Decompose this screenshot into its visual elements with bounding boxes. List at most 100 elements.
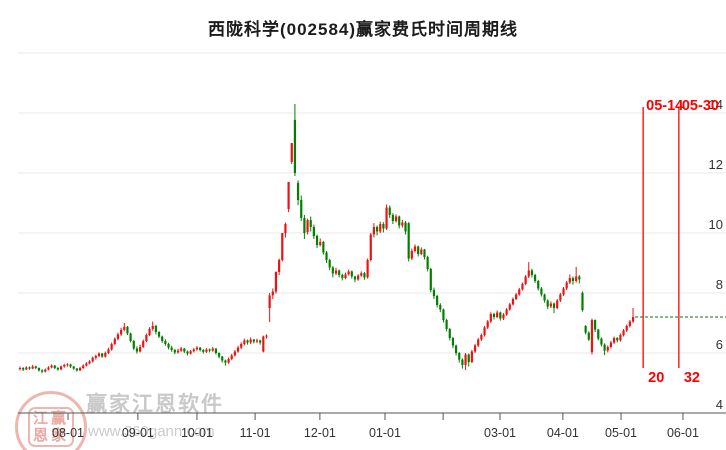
candle-body	[511, 299, 515, 305]
candle-body	[259, 340, 262, 343]
candle-body	[372, 227, 376, 235]
candle-body	[192, 349, 195, 352]
candle-body	[180, 348, 183, 351]
candle-body	[537, 281, 540, 289]
candle-body	[154, 326, 157, 332]
candle-body	[448, 329, 451, 338]
candle-body	[584, 326, 587, 333]
candle-body	[442, 309, 445, 320]
candle-body	[581, 293, 584, 311]
candle-body	[369, 234, 372, 260]
candle-body	[524, 276, 527, 284]
y-axis-label: 6	[716, 337, 723, 352]
candle-body	[590, 320, 594, 353]
candle-body	[69, 364, 72, 367]
candle-body	[530, 270, 534, 275]
candle-body	[575, 276, 578, 281]
candle-body	[306, 220, 309, 233]
candle-body	[129, 333, 132, 341]
candle-body	[233, 351, 236, 356]
candle-body	[243, 340, 246, 344]
candle-body	[142, 341, 145, 347]
candle-body	[328, 260, 331, 268]
candle-body	[508, 304, 511, 310]
candle-body	[173, 350, 176, 353]
watermark-logo: 江赢 恩家	[15, 391, 87, 450]
candle-body	[499, 312, 502, 319]
candle-body	[28, 367, 31, 369]
candle-body	[252, 339, 255, 342]
candle-body	[271, 291, 274, 296]
candle-body	[303, 218, 306, 233]
candle-body	[619, 335, 622, 341]
fib-date-label: 05-30	[682, 98, 719, 114]
candle-body	[145, 335, 148, 341]
candle-body	[360, 273, 363, 276]
candle-body	[44, 369, 47, 372]
candle-body	[230, 355, 233, 359]
candle-body	[341, 275, 344, 278]
candle-body	[164, 341, 167, 344]
y-axis-label: 10	[709, 217, 723, 232]
candle-body	[88, 361, 91, 364]
candle-body	[439, 305, 442, 310]
candle-body	[75, 368, 78, 371]
candle-body	[533, 275, 537, 281]
candle-body	[265, 335, 268, 337]
candle-body	[34, 366, 37, 368]
candle-body	[25, 367, 28, 370]
candle-body	[183, 348, 186, 352]
candle-body	[240, 344, 243, 348]
fib-date-label: 05-14	[646, 98, 683, 114]
candle-body	[126, 326, 129, 334]
candle-body	[120, 329, 123, 335]
candle-body	[255, 340, 259, 342]
candle-body	[398, 216, 401, 226]
candle-body	[612, 338, 616, 343]
x-axis-label: 08-01	[52, 426, 84, 440]
candle-body	[315, 236, 319, 245]
chart-title: 西陇科学(002584)赢家费氏时间周期线	[207, 20, 519, 39]
candle-body	[417, 246, 420, 254]
candle-body	[319, 242, 322, 245]
candle-body	[325, 252, 328, 260]
candle-body	[556, 300, 559, 308]
candle-body	[309, 220, 312, 227]
candle-body	[429, 269, 432, 290]
candle-body	[338, 270, 341, 275]
candle-body	[110, 344, 113, 350]
y-axis-label: 8	[716, 277, 723, 292]
candle-body	[363, 273, 366, 278]
candle-body	[366, 260, 369, 278]
candle-body	[221, 356, 224, 361]
watermark-logo-text-bottom: 恩家	[32, 427, 69, 444]
y-axis-label: 14	[709, 97, 723, 112]
candle-body	[401, 222, 404, 226]
candle-body	[113, 338, 116, 344]
candle-body	[489, 314, 492, 322]
candle-body	[486, 321, 489, 328]
x-axis-label: 09-01	[122, 426, 154, 440]
candle-body	[540, 288, 543, 295]
x-axis-label: 12-01	[304, 426, 336, 440]
watermark-logo-seal: 江赢 恩家	[27, 407, 74, 447]
candle-body	[31, 366, 34, 369]
candle-body	[227, 359, 230, 363]
candle-body	[66, 364, 69, 366]
candle-body	[578, 276, 581, 280]
candle-body	[56, 368, 60, 370]
candle-body	[631, 317, 635, 322]
candle-body	[107, 349, 110, 353]
candle-body	[322, 242, 325, 253]
candle-body	[496, 312, 499, 317]
candle-body	[278, 260, 281, 272]
candle-body	[63, 365, 66, 367]
candle-body	[18, 368, 22, 369]
candle-body	[132, 341, 135, 349]
candle-body	[214, 348, 218, 353]
candle-body	[101, 353, 104, 357]
candle-body	[290, 143, 293, 162]
candle-body	[543, 294, 546, 301]
candle-body	[274, 272, 278, 292]
